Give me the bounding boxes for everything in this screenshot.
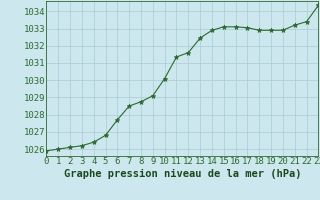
X-axis label: Graphe pression niveau de la mer (hPa): Graphe pression niveau de la mer (hPa)	[64, 169, 301, 179]
